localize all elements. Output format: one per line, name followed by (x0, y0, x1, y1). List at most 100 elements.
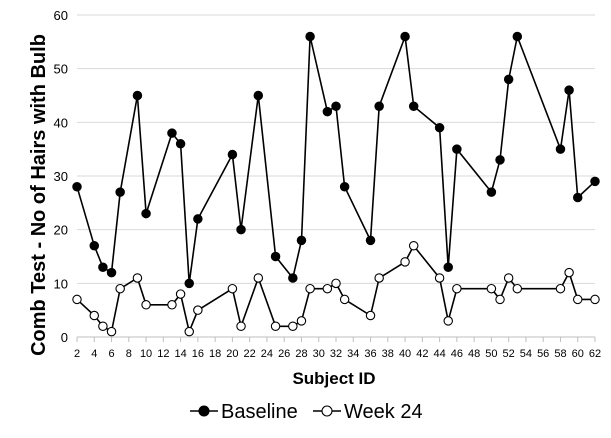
x-tick-label: 22 (244, 348, 256, 360)
baseline-point (288, 273, 298, 283)
week-24-point (184, 326, 194, 337)
x-axis-label: Subject ID (292, 369, 375, 388)
baseline-line (76, 33, 596, 284)
x-tick-label: 46 (451, 348, 463, 360)
baseline-point (555, 144, 566, 154)
x-tick-label: 24 (261, 348, 273, 360)
x-tick-label: 10 (140, 348, 152, 360)
baseline-point (141, 208, 151, 219)
x-tick-label: 58 (554, 348, 566, 360)
x-tick-label: 52 (503, 348, 515, 360)
legend-label-baseline: Baseline (221, 401, 298, 423)
baseline-point (227, 149, 238, 160)
baseline-point (175, 139, 186, 149)
x-tick-label: 2 (74, 348, 80, 360)
baseline-point (184, 278, 194, 289)
week-24-point (331, 278, 341, 289)
baseline-point (400, 31, 410, 42)
baseline-point (452, 144, 462, 154)
x-tick-label: 6 (108, 348, 114, 360)
baseline-point (331, 101, 341, 111)
week-24-point (339, 294, 350, 305)
week-24-point (400, 257, 410, 267)
week-24-point (495, 294, 505, 305)
week-24-point (98, 321, 108, 332)
week-24-point (572, 294, 583, 305)
baseline-point (339, 181, 350, 192)
x-tick-label: 54 (520, 348, 532, 360)
x-tick-label: 28 (295, 348, 307, 360)
x-tick-label: 4 (91, 348, 97, 360)
week-24-point (167, 300, 177, 310)
baseline-point (322, 106, 333, 117)
baseline-point (193, 214, 203, 224)
week-24-point (452, 283, 462, 294)
legend-label-week-24: Week 24 (344, 401, 423, 423)
week-24-point (270, 321, 281, 332)
y-tick-label: 10 (54, 276, 68, 291)
y-tick-label: 50 (54, 62, 68, 77)
baseline-point (106, 267, 117, 278)
x-tick-label: 8 (126, 348, 132, 360)
week-24-point (141, 300, 151, 310)
x-tick-label: 26 (278, 348, 290, 360)
week-24-point (288, 321, 298, 332)
week-24-point (512, 283, 523, 294)
baseline-point (365, 235, 376, 246)
week-24-point (408, 241, 419, 251)
x-tick-label: 32 (330, 348, 342, 360)
week-24-point (227, 283, 238, 294)
week-24-point (305, 283, 315, 294)
week-24-point (365, 310, 376, 321)
baseline-point (564, 85, 574, 95)
baseline-point (305, 31, 315, 42)
week-24-point (132, 273, 143, 283)
baseline-point (270, 251, 281, 262)
gridlines (77, 14, 595, 284)
x-tick-label: 56 (537, 348, 549, 360)
axes (76, 336, 596, 342)
baseline-point (89, 241, 100, 251)
week-24-point (296, 316, 307, 326)
week-24-point (72, 294, 82, 305)
week-24-point (564, 267, 574, 278)
x-tick-label: 30 (313, 348, 325, 360)
legend-marker-baseline (198, 405, 210, 417)
week-24-point (443, 316, 453, 326)
baseline-point (296, 235, 307, 246)
legend-marker-week-24 (321, 405, 333, 417)
y-tick-label: 20 (54, 223, 68, 238)
x-tick-label: 36 (364, 348, 376, 360)
x-tick-label: 60 (572, 348, 584, 360)
x-tick-label: 44 (433, 348, 445, 360)
x-tick-label: 48 (468, 348, 480, 360)
baseline-point (443, 262, 453, 272)
week-24-point (253, 273, 264, 283)
x-tick-label: 62 (589, 348, 601, 360)
week-24-point (193, 305, 203, 315)
week-24-point (486, 283, 497, 294)
baseline-point (167, 128, 177, 138)
week-24-point (503, 273, 514, 283)
x-tick-label: 12 (157, 348, 169, 360)
y-tick-label: 30 (54, 169, 68, 184)
y-tick-label: 0 (61, 330, 68, 345)
week-24-point (322, 283, 333, 294)
baseline-point (72, 181, 82, 192)
week-24-point (115, 283, 125, 294)
series-lines (72, 31, 600, 337)
x-tick-label: 16 (192, 348, 204, 360)
baseline-point (132, 90, 143, 101)
legend: Baseline Week 24 (190, 401, 423, 423)
week-24-point (555, 283, 566, 294)
y-tick-label: 40 (54, 115, 68, 130)
baseline-point (590, 176, 600, 187)
x-tick-label: 34 (347, 348, 359, 360)
week-24-point (175, 289, 186, 299)
week-24-point (106, 326, 117, 337)
x-tick-label: 42 (416, 348, 428, 360)
week-24-point (434, 273, 445, 283)
y-tick-label: 60 (54, 8, 68, 23)
